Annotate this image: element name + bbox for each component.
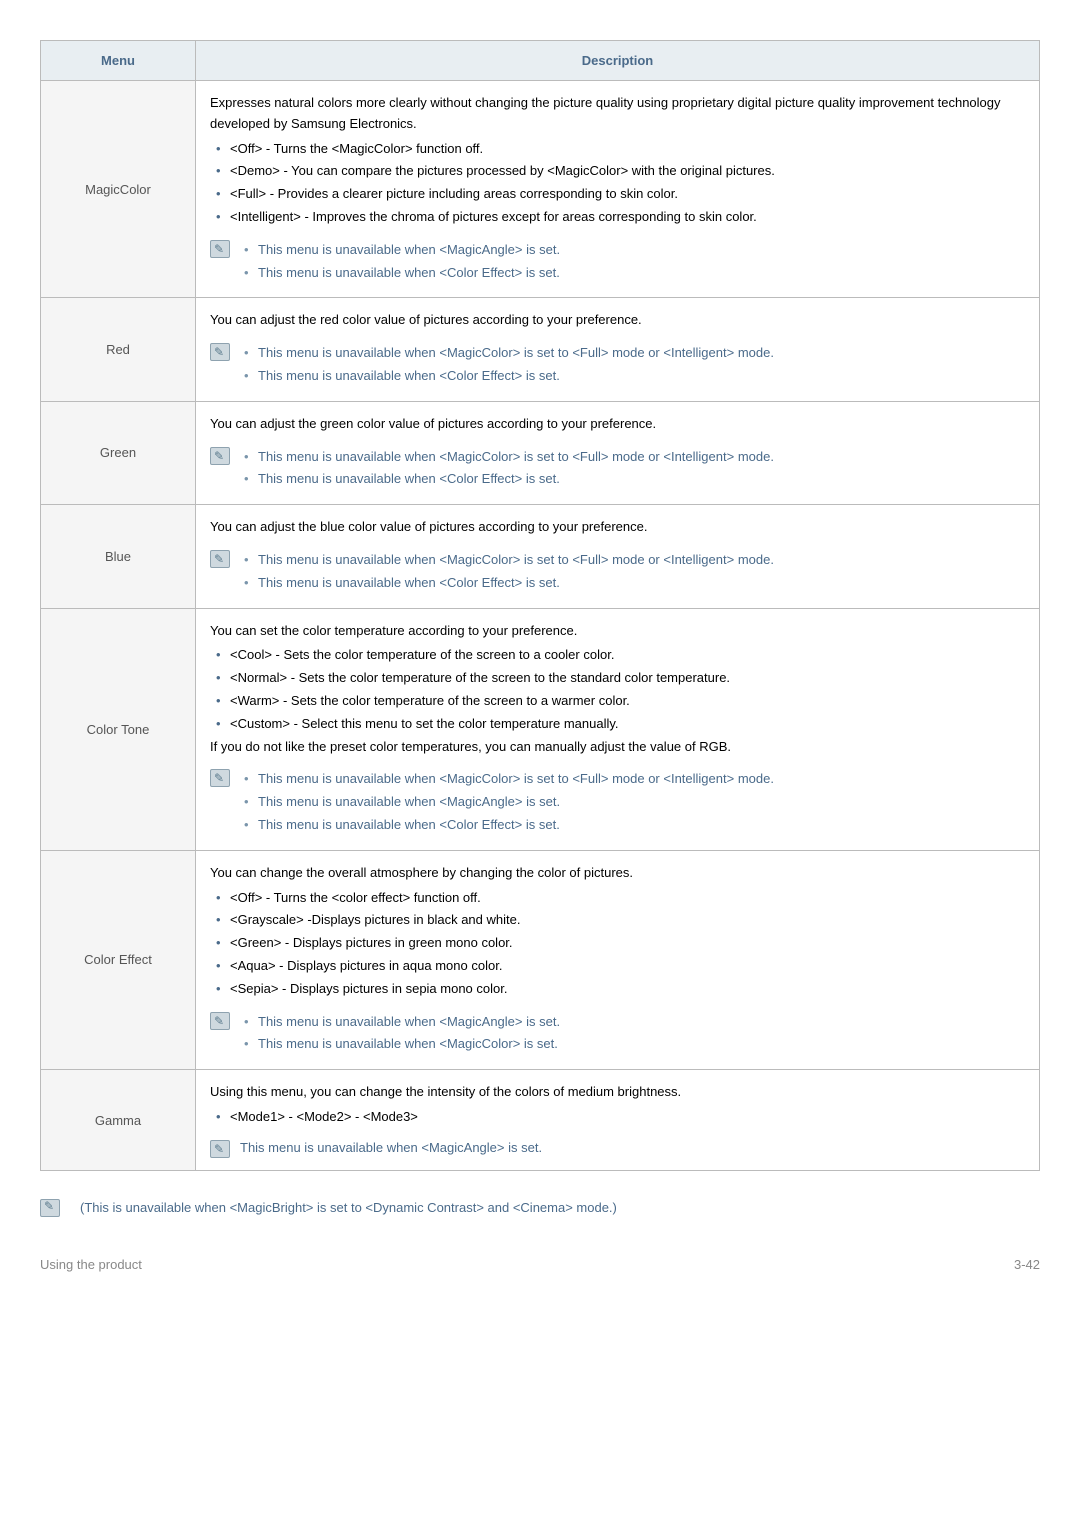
desc-coloreffect: You can change the overall atmosphere by… (196, 850, 1040, 1069)
note-box: This menu is unavailable when <MagicAngl… (210, 238, 1025, 286)
header-description: Description (196, 41, 1040, 81)
note-box: This menu is unavailable when <MagicColo… (210, 341, 1025, 389)
note-item: This menu is unavailable when <Color Eff… (240, 573, 1025, 594)
note-box: This menu is unavailable when <MagicColo… (210, 445, 1025, 493)
bullet-item: <Off> - Turns the <MagicColor> function … (212, 139, 1025, 160)
note-icon (210, 1140, 230, 1158)
note-icon (210, 550, 230, 568)
note-box: This menu is unavailable when <MagicColo… (210, 767, 1025, 837)
note-icon (210, 769, 230, 787)
menu-blue: Blue (41, 505, 196, 608)
note-item: This menu is unavailable when <Color Eff… (240, 469, 1025, 490)
after-text: If you do not like the preset color temp… (210, 737, 1025, 758)
note-item: This menu is unavailable when <MagicColo… (240, 550, 1025, 571)
table-row: Blue You can adjust the blue color value… (41, 505, 1040, 608)
note-item: This menu is unavailable when <Color Eff… (240, 263, 1025, 284)
table-row: MagicColor Expresses natural colors more… (41, 81, 1040, 298)
note-list: This menu is unavailable when <MagicColo… (240, 341, 1025, 389)
note-icon (210, 343, 230, 361)
bullet-item: <Full> - Provides a clearer picture incl… (212, 184, 1025, 205)
note-box: This menu is unavailable when <MagicAngl… (210, 1138, 1025, 1159)
note-icon (210, 447, 230, 465)
menu-description-table: Menu Description MagicColor Expresses na… (40, 40, 1040, 1171)
desc-colortone: You can set the color temperature accord… (196, 608, 1040, 850)
bullet-item: <Cool> - Sets the color temperature of t… (212, 645, 1025, 666)
bullet-item: <Green> - Displays pictures in green mon… (212, 933, 1025, 954)
note-item: This menu is unavailable when <MagicColo… (240, 769, 1025, 790)
bullet-list: <Off> - Turns the <MagicColor> function … (210, 139, 1025, 228)
bullet-item: <Intelligent> - Improves the chroma of p… (212, 207, 1025, 228)
note-list: This menu is unavailable when <MagicColo… (240, 445, 1025, 493)
bullet-item: <Mode1> - <Mode2> - <Mode3> (212, 1107, 1025, 1128)
menu-gamma: Gamma (41, 1070, 196, 1171)
desc-gamma: Using this menu, you can change the inte… (196, 1070, 1040, 1171)
note-item: This menu is unavailable when <MagicAngl… (240, 240, 1025, 261)
desc-green: You can adjust the green color value of … (196, 401, 1040, 504)
bullet-item: <Demo> - You can compare the pictures pr… (212, 161, 1025, 182)
note-box: This menu is unavailable when <MagicColo… (210, 548, 1025, 596)
bullet-list: <Off> - Turns the <color effect> functio… (210, 888, 1025, 1000)
desc-red: You can adjust the red color value of pi… (196, 298, 1040, 401)
note-list: This menu is unavailable when <MagicAngl… (240, 238, 1025, 286)
intro-text: You can adjust the green color value of … (210, 414, 1025, 435)
footer-note-row: (This is unavailable when <MagicBright> … (40, 1197, 1040, 1217)
header-menu: Menu (41, 41, 196, 81)
note-single: This menu is unavailable when <MagicAngl… (240, 1138, 542, 1159)
note-item: This menu is unavailable when <Color Eff… (240, 815, 1025, 836)
page-footer: Using the product 3-42 (40, 1257, 1040, 1272)
note-item: This menu is unavailable when <Color Eff… (240, 366, 1025, 387)
bullet-item: <Warm> - Sets the color temperature of t… (212, 691, 1025, 712)
bullet-list: <Cool> - Sets the color temperature of t… (210, 645, 1025, 734)
note-item: This menu is unavailable when <MagicAngl… (240, 792, 1025, 813)
menu-magiccolor: MagicColor (41, 81, 196, 298)
note-list: This menu is unavailable when <MagicColo… (240, 548, 1025, 596)
table-header-row: Menu Description (41, 41, 1040, 81)
intro-text: You can adjust the red color value of pi… (210, 310, 1025, 331)
bullet-item: <Off> - Turns the <color effect> functio… (212, 888, 1025, 909)
table-row: Red You can adjust the red color value o… (41, 298, 1040, 401)
intro-text: You can adjust the blue color value of p… (210, 517, 1025, 538)
note-box: This menu is unavailable when <MagicAngl… (210, 1010, 1025, 1058)
note-item: This menu is unavailable when <MagicAngl… (240, 1012, 1025, 1033)
footer-note-text: (This is unavailable when <MagicBright> … (80, 1200, 617, 1215)
menu-red: Red (41, 298, 196, 401)
note-list: This menu is unavailable when <MagicColo… (240, 767, 1025, 837)
menu-colortone: Color Tone (41, 608, 196, 850)
table-row: Color Effect You can change the overall … (41, 850, 1040, 1069)
bullet-item: <Normal> - Sets the color temperature of… (212, 668, 1025, 689)
desc-blue: You can adjust the blue color value of p… (196, 505, 1040, 608)
intro-text: You can change the overall atmosphere by… (210, 863, 1025, 884)
bullet-item: <Aqua> - Displays pictures in aqua mono … (212, 956, 1025, 977)
intro-text: You can set the color temperature accord… (210, 621, 1025, 642)
note-icon (210, 240, 230, 258)
table-row: Gamma Using this menu, you can change th… (41, 1070, 1040, 1171)
note-item: This menu is unavailable when <MagicColo… (240, 343, 1025, 364)
table-row: Color Tone You can set the color tempera… (41, 608, 1040, 850)
bullet-list: <Mode1> - <Mode2> - <Mode3> (210, 1107, 1025, 1128)
intro-text: Expresses natural colors more clearly wi… (210, 93, 1025, 135)
bullet-item: <Grayscale> -Displays pictures in black … (212, 910, 1025, 931)
desc-magiccolor: Expresses natural colors more clearly wi… (196, 81, 1040, 298)
menu-green: Green (41, 401, 196, 504)
bullet-item: <Sepia> - Displays pictures in sepia mon… (212, 979, 1025, 1000)
intro-text: Using this menu, you can change the inte… (210, 1082, 1025, 1103)
note-icon (210, 1012, 230, 1030)
menu-coloreffect: Color Effect (41, 850, 196, 1069)
note-list: This menu is unavailable when <MagicAngl… (240, 1010, 1025, 1058)
note-item: This menu is unavailable when <MagicColo… (240, 1034, 1025, 1055)
note-icon (40, 1199, 60, 1217)
table-row: Green You can adjust the green color val… (41, 401, 1040, 504)
footer-left: Using the product (40, 1257, 142, 1272)
note-item: This menu is unavailable when <MagicColo… (240, 447, 1025, 468)
footer-right: 3-42 (1014, 1257, 1040, 1272)
bullet-item: <Custom> - Select this menu to set the c… (212, 714, 1025, 735)
